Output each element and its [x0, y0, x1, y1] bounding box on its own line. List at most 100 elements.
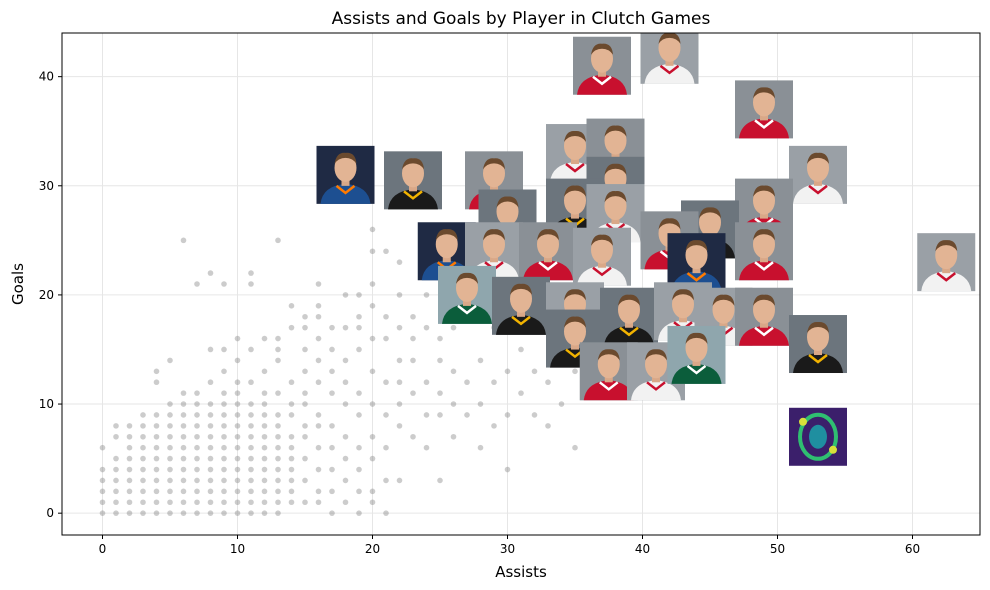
data-point	[302, 313, 308, 320]
data-point	[518, 390, 524, 396]
data-point	[531, 368, 538, 375]
data-point	[207, 466, 214, 473]
data-point	[234, 379, 241, 386]
data-point	[396, 259, 403, 265]
x-tick-label: 40	[635, 542, 650, 556]
data-point	[234, 390, 241, 396]
data-point	[234, 401, 241, 407]
data-point	[356, 292, 362, 298]
data-point	[383, 248, 389, 255]
photo-shape	[798, 412, 838, 461]
data-point	[275, 423, 281, 429]
x-tick-label: 10	[230, 542, 245, 556]
face-shape	[510, 284, 532, 313]
data-point	[140, 488, 146, 495]
data-point	[221, 455, 227, 462]
jersey-collar	[686, 364, 707, 375]
data-point	[99, 444, 106, 451]
data-point	[234, 335, 241, 342]
data-point	[261, 510, 268, 516]
data-point	[396, 292, 403, 298]
data-point	[194, 401, 200, 407]
y-tick-label: 30	[39, 179, 54, 193]
data-point	[126, 444, 133, 451]
data-point	[383, 510, 389, 516]
data-point	[194, 444, 200, 451]
data-point	[180, 477, 187, 484]
data-point	[126, 510, 133, 516]
data-point	[194, 390, 200, 396]
data-point	[153, 379, 160, 386]
data-point	[234, 488, 241, 495]
hair-shape	[564, 130, 586, 143]
data-point	[99, 499, 106, 506]
face-shape	[334, 153, 357, 182]
data-point	[113, 423, 119, 429]
data-point	[342, 292, 349, 298]
data-point	[248, 466, 254, 473]
face-shape	[456, 273, 478, 302]
data-point	[558, 401, 565, 407]
data-point	[369, 401, 376, 407]
x-tick-label: 50	[770, 542, 785, 556]
data-point	[437, 390, 443, 396]
data-point	[288, 466, 295, 473]
player-photo	[640, 33, 699, 84]
data-point	[113, 477, 119, 484]
data-point	[342, 433, 349, 440]
data-point	[288, 324, 295, 331]
data-point	[194, 433, 200, 440]
data-point	[410, 433, 416, 440]
data-point	[356, 412, 362, 418]
hair-shape	[456, 272, 478, 284]
data-point	[153, 499, 160, 506]
data-point	[153, 368, 160, 375]
data-point	[302, 433, 308, 440]
player-photo	[600, 287, 658, 346]
jersey-collar	[457, 304, 477, 315]
data-point	[464, 412, 470, 418]
data-point	[221, 444, 227, 451]
data-point	[140, 423, 146, 429]
hair-shape	[672, 289, 694, 301]
face-shape	[672, 290, 694, 319]
data-point	[248, 477, 254, 484]
data-point	[275, 357, 281, 364]
data-point	[261, 335, 268, 342]
data-point	[369, 335, 376, 342]
data-point	[288, 412, 295, 418]
data-point	[153, 423, 160, 429]
data-point	[234, 499, 241, 506]
jersey-collar	[808, 184, 828, 195]
data-point	[207, 477, 214, 484]
data-point	[248, 444, 254, 451]
data-point	[248, 270, 254, 276]
data-point	[248, 401, 254, 407]
data-point	[410, 335, 416, 342]
data-point	[302, 499, 308, 506]
data-point	[504, 368, 511, 375]
data-point	[342, 499, 349, 506]
data-point	[234, 423, 241, 429]
data-point	[126, 455, 133, 462]
face-shape	[402, 159, 424, 188]
player-photo	[438, 265, 496, 324]
player-photo	[789, 407, 847, 466]
face-shape	[564, 186, 586, 215]
data-point	[194, 412, 200, 418]
data-point	[302, 324, 308, 331]
data-point	[248, 423, 254, 429]
player-photo	[492, 276, 550, 335]
data-point	[140, 477, 146, 484]
data-point	[180, 412, 187, 418]
face-shape	[753, 295, 775, 324]
plot-frame	[61, 32, 981, 536]
data-point	[194, 488, 200, 495]
data-point	[180, 499, 187, 506]
data-point	[167, 433, 173, 440]
data-point	[356, 324, 362, 331]
data-point	[207, 423, 214, 429]
player-photo	[735, 80, 793, 139]
data-point	[248, 379, 254, 386]
